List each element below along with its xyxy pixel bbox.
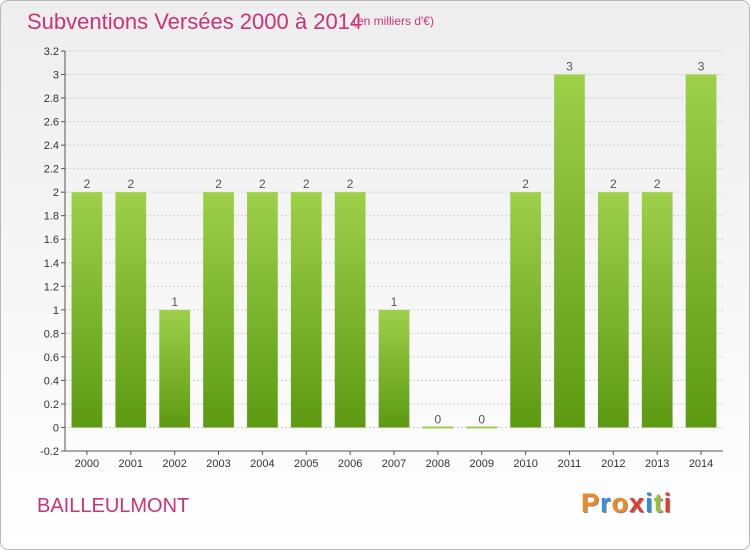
x-tick-label: 2007 <box>382 458 406 470</box>
y-tick-label: 1 <box>53 305 59 317</box>
logo-letter: i <box>663 488 673 518</box>
y-tick-label: -0.2 <box>40 446 59 458</box>
data-label: 2 <box>654 177 661 191</box>
x-tick-label: 2000 <box>75 458 99 470</box>
data-label: 2 <box>215 177 222 191</box>
x-tick-label: 2002 <box>162 458 186 470</box>
y-tick-label: 0.8 <box>44 328 59 340</box>
data-label: 1 <box>171 295 178 309</box>
y-tick-label: 1.4 <box>44 258 59 270</box>
data-label: 2 <box>522 177 529 191</box>
bar <box>641 192 673 428</box>
y-tick-label: 1.6 <box>44 234 59 246</box>
y-tick-label: 1.8 <box>44 211 59 223</box>
bar <box>71 192 103 428</box>
logo-letter: P <box>581 488 601 518</box>
bar <box>466 426 498 429</box>
y-tick-label: 3.2 <box>44 46 59 58</box>
axes <box>61 50 723 455</box>
y-tick-label: 2 <box>53 187 59 199</box>
bar <box>510 192 541 428</box>
bar <box>554 74 585 428</box>
commune-name: BAILLEULMONT <box>37 495 190 517</box>
data-label: 2 <box>347 177 354 191</box>
x-tick-label: 2012 <box>601 458 625 470</box>
logo-letter: o <box>611 488 630 518</box>
bar <box>685 74 717 428</box>
x-tick-label: 2013 <box>645 458 669 470</box>
bar <box>597 192 629 428</box>
y-tick-label: 0.6 <box>44 352 59 364</box>
data-label: 3 <box>698 60 705 74</box>
data-label: 0 <box>478 412 485 426</box>
y-tick-label: 2.4 <box>44 140 59 152</box>
data-label: 2 <box>610 177 617 191</box>
y-tick-label: 3 <box>53 70 59 82</box>
x-tick-label: 2009 <box>469 458 493 470</box>
y-tick-label: 1.2 <box>44 281 59 293</box>
bar <box>159 309 191 428</box>
y-tick-label: 2.8 <box>44 93 59 105</box>
bars <box>71 74 717 429</box>
x-tick-label: 2003 <box>206 458 230 470</box>
logo-letter: i <box>645 488 654 518</box>
labels: -0.2 0 0.2 0.4 0.6 0.8 1 1.2 1.4 1.6 1.8 2 2.2 2.4 2.6… <box>40 46 713 470</box>
data-label: 2 <box>259 177 266 191</box>
y-tick-label: 2.6 <box>44 117 59 129</box>
logo-letter: r <box>600 488 612 518</box>
x-tick-label: 2005 <box>294 458 318 470</box>
bar <box>290 192 322 428</box>
y-tick-label: 0 <box>53 422 59 434</box>
logo-letter: x <box>629 488 646 518</box>
bar <box>247 192 278 428</box>
x-tick-label: 2011 <box>558 458 582 470</box>
proxiti-logo: Proxiti <box>581 488 672 519</box>
chart-title: Subventions Versées 2000 à 2014 <box>27 9 363 34</box>
data-label: 2 <box>84 177 91 191</box>
bar <box>203 192 234 428</box>
bar <box>334 192 366 428</box>
x-tick-label: 2010 <box>513 458 537 470</box>
x-tick-label: 2008 <box>426 458 450 470</box>
y-tick-label: 0.4 <box>44 375 59 387</box>
x-tick-label: 2014 <box>689 458 713 470</box>
data-label: 1 <box>391 295 398 309</box>
chart-subtitle: (en milliers d'€) <box>353 14 434 28</box>
bar <box>422 426 454 429</box>
x-tick-label: 2006 <box>338 458 362 470</box>
data-label: 2 <box>127 177 134 191</box>
data-label: 0 <box>435 412 442 426</box>
data-label: 2 <box>303 177 310 191</box>
y-tick-label: 2.2 <box>44 164 59 176</box>
x-tick-label: 2004 <box>250 458 274 470</box>
x-tick-label: 2001 <box>119 458 143 470</box>
bar <box>378 309 410 428</box>
y-tick-label: 0.2 <box>44 399 59 411</box>
bar <box>115 192 147 428</box>
logo-letter: t <box>653 488 664 518</box>
data-label: 3 <box>566 60 573 74</box>
